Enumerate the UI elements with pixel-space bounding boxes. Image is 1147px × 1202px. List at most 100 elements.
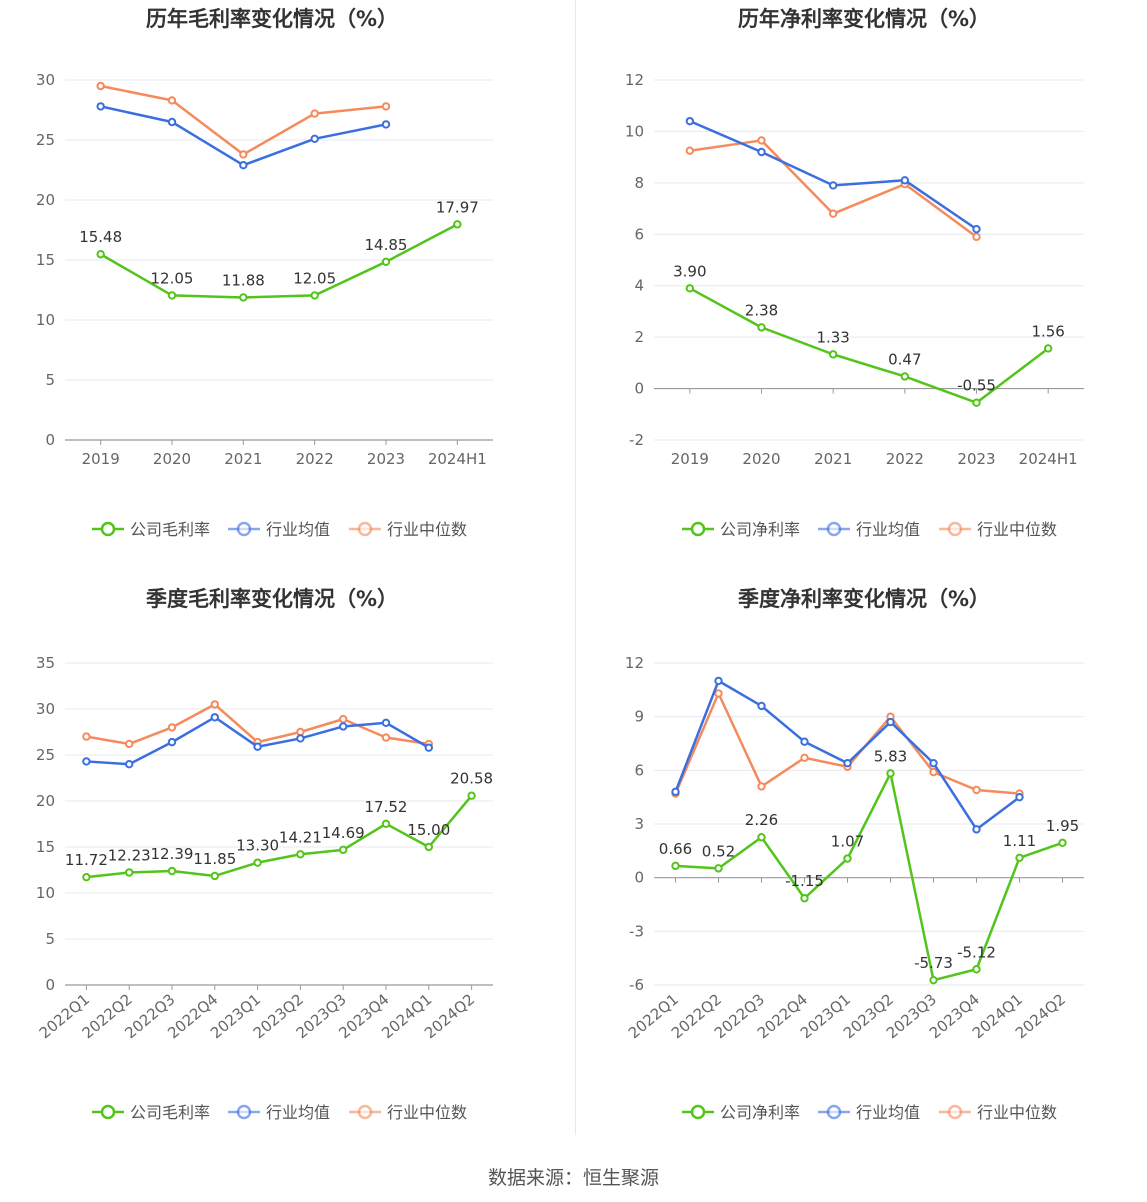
data-point-2 xyxy=(239,150,248,159)
data-point-1 xyxy=(757,147,766,157)
y-tick-label: 9 xyxy=(634,708,644,726)
x-tick-label: 2021 xyxy=(814,450,852,468)
legend-marker xyxy=(947,1104,963,1120)
legend-marker xyxy=(826,521,842,537)
data-point-2 xyxy=(125,739,134,749)
x-tick-label: 2022 xyxy=(886,450,924,468)
legend-label: 行业均值 xyxy=(856,1103,920,1122)
data-point-1 xyxy=(972,224,981,234)
data-point-0 xyxy=(900,372,910,381)
y-tick-label: 10 xyxy=(36,311,55,329)
y-tick-label: 4 xyxy=(634,277,644,295)
annual-net-margin-chart: 历年净利率变化情况（%） -2 0 2 4 6 8 10 12 2019 2020 2021 2022 2… xyxy=(625,7,1084,539)
x-tick-label: 2024H1 xyxy=(1019,450,1078,468)
data-point-0 xyxy=(167,291,177,300)
data-label: 11.72 xyxy=(65,851,108,869)
y-tick-label: 6 xyxy=(634,761,644,779)
data-point-2 xyxy=(381,102,391,111)
data-point-1 xyxy=(757,701,766,711)
y-tick-label: 25 xyxy=(36,746,55,764)
legend-marker xyxy=(100,521,116,537)
y-tick-label: -2 xyxy=(629,431,644,449)
data-point-0 xyxy=(310,291,319,300)
data-point-2 xyxy=(167,96,177,105)
data-point-0 xyxy=(757,323,766,332)
y-tick-label: 0 xyxy=(45,431,55,449)
y-tick-label: 10 xyxy=(36,884,55,902)
data-point-1 xyxy=(685,116,695,126)
y-tick-label: 30 xyxy=(36,71,55,89)
data-label: 0.66 xyxy=(659,840,692,858)
data-label: 2.38 xyxy=(745,301,778,319)
data-label: 2.26 xyxy=(745,811,778,829)
data-label: 1.56 xyxy=(1031,322,1064,340)
legend-marker xyxy=(236,521,252,537)
data-point-0 xyxy=(296,850,305,859)
data-point-0 xyxy=(125,868,134,877)
legend-label: 公司毛利率 xyxy=(130,520,210,539)
y-tick-label: 35 xyxy=(36,654,55,672)
x-tick-label: 2019 xyxy=(82,450,120,468)
data-point-1 xyxy=(972,825,981,834)
y-tick-label: 15 xyxy=(36,251,55,269)
y-tick-label: 5 xyxy=(45,930,55,948)
data-point-1 xyxy=(339,722,348,731)
data-point-0 xyxy=(972,398,981,407)
data-label: 15.00 xyxy=(407,821,450,839)
data-point-2 xyxy=(339,714,348,724)
legend-label: 行业均值 xyxy=(266,520,330,539)
data-point-2 xyxy=(972,232,981,242)
x-tick-label: 2021 xyxy=(224,450,262,468)
data-label: 14.69 xyxy=(322,824,365,842)
data-point-1 xyxy=(900,176,910,185)
data-label: -5.12 xyxy=(957,943,996,961)
data-point-0 xyxy=(82,872,91,882)
x-tick-label: 2024H1 xyxy=(428,450,487,468)
data-point-2 xyxy=(210,700,220,709)
quarterly-gross-margin-chart: 季度毛利率变化情况（%）051015202530352022Q12022Q220… xyxy=(36,587,493,1122)
data-label: 13.30 xyxy=(236,837,279,855)
data-point-0 xyxy=(800,894,809,903)
data-label: 15.48 xyxy=(79,228,122,246)
y-tick-label: 0 xyxy=(634,869,644,887)
data-point-0 xyxy=(843,854,852,863)
chart-title: 季度净利率变化情况（%） xyxy=(738,587,990,611)
y-tick-label: 8 xyxy=(634,174,644,192)
data-point-0 xyxy=(1058,838,1067,847)
data-label: 11.85 xyxy=(193,850,236,868)
data-point-1 xyxy=(310,134,319,144)
x-tick-label: 2022 xyxy=(296,450,334,468)
data-point-1 xyxy=(381,120,391,129)
series-line-1 xyxy=(674,679,1021,831)
legend-label: 行业中位数 xyxy=(387,520,467,539)
chart-title: 季度毛利率变化情况（%） xyxy=(146,587,398,611)
data-point-2 xyxy=(296,727,305,737)
data-label: 1.95 xyxy=(1046,817,1079,835)
data-point-0 xyxy=(972,965,981,974)
data-point-1 xyxy=(239,161,248,170)
data-point-0 xyxy=(167,866,177,876)
data-label: -0.55 xyxy=(957,377,996,395)
legend-label: 行业均值 xyxy=(266,1103,330,1122)
data-label: 1.07 xyxy=(831,833,864,851)
chart-title: 历年毛利率变化情况（%） xyxy=(146,7,398,31)
legend-marker xyxy=(947,521,963,537)
data-source: 数据来源：恒生聚源 xyxy=(487,1167,659,1189)
data-point-0 xyxy=(253,858,262,867)
y-tick-label: -6 xyxy=(629,976,644,994)
series-line-0 xyxy=(675,772,1063,982)
data-label: 17.52 xyxy=(365,798,408,816)
x-tick-label: 2023 xyxy=(957,450,995,468)
data-point-0 xyxy=(381,819,391,829)
x-tick-label: 2023 xyxy=(367,450,405,468)
data-point-1 xyxy=(886,717,895,727)
data-point-2 xyxy=(757,136,766,145)
data-point-0 xyxy=(1043,344,1053,353)
data-label: 12.23 xyxy=(108,846,151,864)
data-point-1 xyxy=(843,758,852,768)
y-tick-label: 5 xyxy=(45,371,55,389)
data-label: 1.11 xyxy=(1003,832,1036,850)
legend-marker xyxy=(357,1104,373,1120)
data-point-2 xyxy=(381,733,391,742)
data-point-0 xyxy=(210,871,220,881)
